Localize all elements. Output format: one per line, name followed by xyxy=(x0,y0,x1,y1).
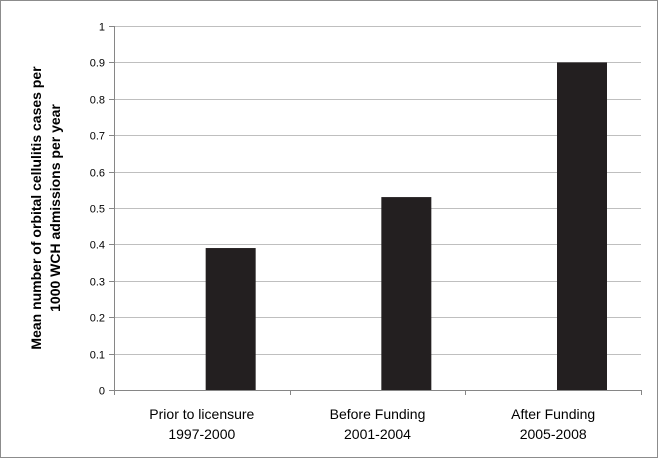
y-tick-label: 0.1 xyxy=(90,350,105,362)
y-tick-label: 0.8 xyxy=(90,95,105,107)
bars xyxy=(205,62,607,391)
y-tick-label: 0.6 xyxy=(90,168,105,180)
bar xyxy=(557,62,607,391)
x-category-label: After Funding xyxy=(511,406,595,422)
y-tick-label: 0.5 xyxy=(90,204,105,216)
x-category-label: 2005-2008 xyxy=(520,426,587,442)
y-tick-label: 0.4 xyxy=(90,240,105,252)
y-tick-label: 0.7 xyxy=(90,131,105,143)
x-category-label: 1997-2000 xyxy=(168,426,235,442)
y-tick-label: 0.3 xyxy=(90,277,105,289)
gridlines xyxy=(114,26,641,355)
x-category-label: 2001-2004 xyxy=(344,426,411,442)
y-tick-labels: 0 0.1 0.2 0.3 0.4 0.5 0.6 0.7 0.8 0.9 1 xyxy=(90,22,105,398)
bar xyxy=(205,248,256,390)
x-category-label: Prior to licensure xyxy=(149,406,254,422)
bar xyxy=(381,197,432,390)
y-tick-label: 1 xyxy=(99,22,105,34)
x-tick-labels: Prior to licensure 1997-2000 Before Fundin… xyxy=(149,406,595,442)
y-axis-label-line-1: Mean number of orbital cellulitis cases … xyxy=(28,66,44,350)
x-category-label: Before Funding xyxy=(330,406,426,422)
y-tick-label: 0.2 xyxy=(90,313,105,325)
y-axis-label-line-2: 1000 WCH admissions per year xyxy=(47,104,63,312)
y-tick-label: 0.9 xyxy=(90,58,105,70)
y-tick-label: 0 xyxy=(99,386,105,398)
axes xyxy=(109,26,642,395)
